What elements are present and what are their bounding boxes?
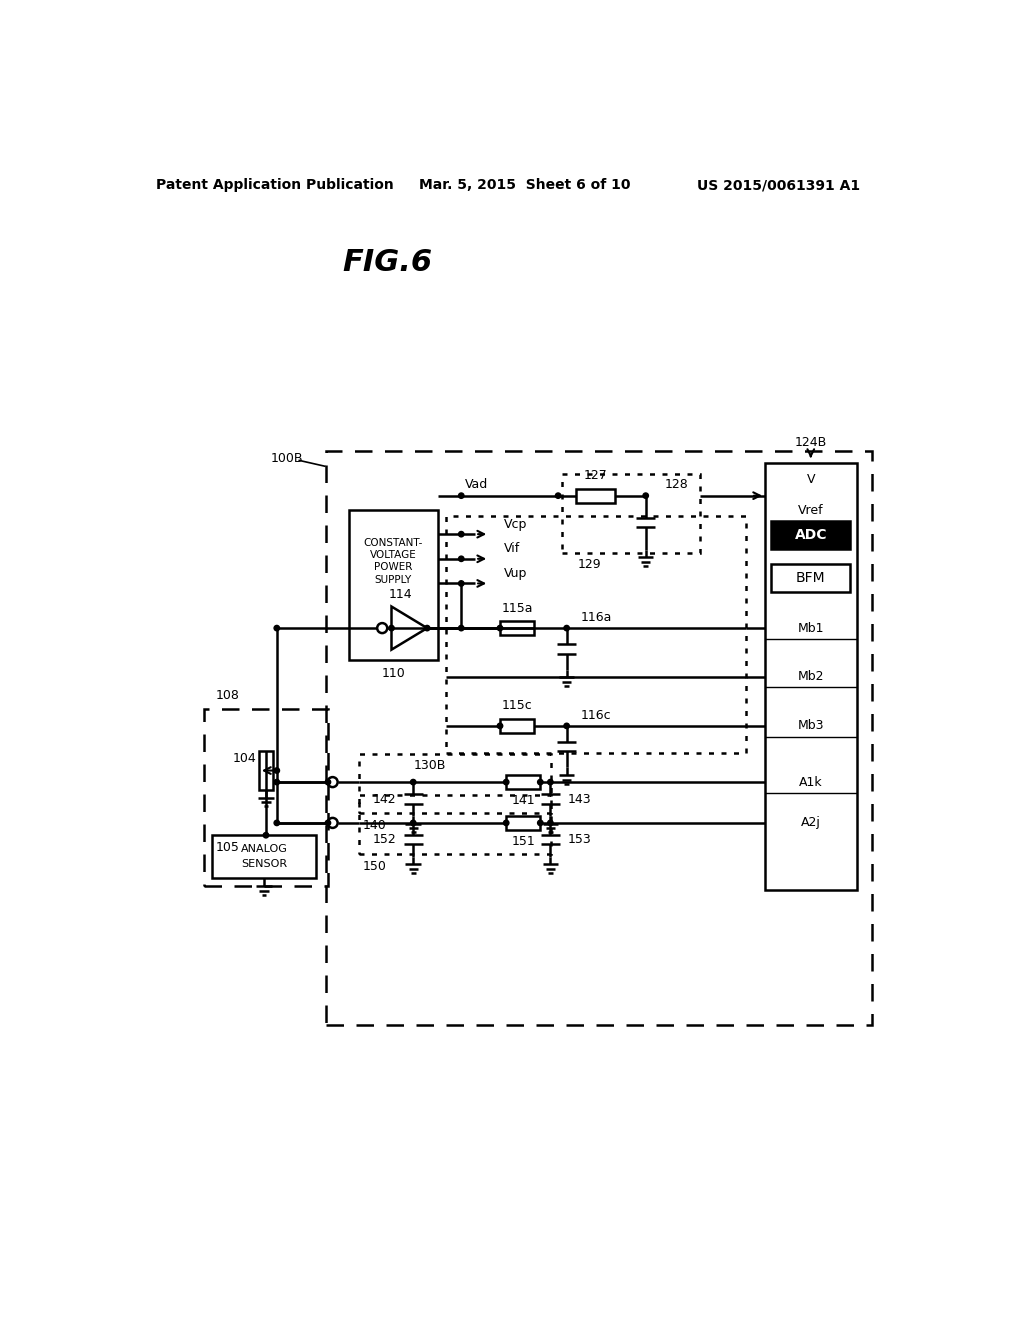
Circle shape	[377, 623, 387, 634]
Text: 128: 128	[665, 478, 688, 491]
Bar	[575, 488, 614, 503]
Bar	[771, 521, 850, 549]
Text: Vcp: Vcp	[504, 517, 527, 531]
Text: 129: 129	[578, 558, 601, 572]
Bar	[500, 719, 535, 733]
Bar	[259, 751, 273, 789]
Text: ANALOG: ANALOG	[241, 843, 288, 854]
Circle shape	[328, 777, 338, 787]
Bar	[765, 462, 856, 890]
Text: 142: 142	[373, 792, 396, 805]
Circle shape	[459, 556, 464, 561]
Bar	[349, 511, 438, 660]
Text: CONSTANT-: CONSTANT-	[364, 537, 423, 548]
Text: A2j: A2j	[801, 816, 820, 829]
Text: Patent Application Publication: Patent Application Publication	[157, 178, 394, 193]
Bar	[771, 564, 850, 591]
Bar	[212, 836, 316, 878]
Circle shape	[274, 626, 280, 631]
Text: 127: 127	[584, 469, 607, 482]
Bar	[326, 451, 872, 1024]
Circle shape	[498, 723, 503, 729]
Text: 105: 105	[216, 841, 240, 854]
Text: Mb2: Mb2	[798, 671, 824, 684]
Circle shape	[411, 779, 416, 785]
Circle shape	[504, 820, 509, 825]
Text: SUPPLY: SUPPLY	[375, 574, 412, 585]
Circle shape	[263, 833, 268, 838]
Bar	[445, 516, 746, 752]
Circle shape	[328, 818, 338, 828]
Circle shape	[274, 820, 280, 825]
Text: FIG.6: FIG.6	[343, 248, 433, 277]
Text: Vif: Vif	[504, 543, 520, 556]
Text: 140: 140	[362, 820, 387, 833]
Circle shape	[459, 532, 464, 537]
Text: 141: 141	[511, 795, 536, 807]
Circle shape	[424, 626, 430, 631]
Circle shape	[459, 581, 464, 586]
Bar	[562, 474, 700, 553]
Text: SENSOR: SENSOR	[241, 859, 287, 870]
Text: 116a: 116a	[581, 611, 612, 624]
Text: 152: 152	[373, 833, 396, 846]
Text: 114: 114	[389, 587, 413, 601]
Text: 116c: 116c	[581, 709, 611, 722]
Bar	[359, 795, 551, 854]
Text: V: V	[807, 473, 815, 486]
Text: 115a: 115a	[502, 602, 534, 615]
Text: 115c: 115c	[502, 700, 532, 713]
Bar	[506, 775, 541, 789]
Text: 104: 104	[232, 752, 256, 766]
Text: BFM: BFM	[796, 572, 825, 585]
Bar	[204, 709, 328, 886]
Text: VOLTAGE: VOLTAGE	[370, 550, 417, 560]
Circle shape	[548, 779, 553, 785]
Text: 130B: 130B	[414, 759, 445, 772]
Text: Mb1: Mb1	[798, 622, 824, 635]
Circle shape	[389, 626, 394, 631]
Circle shape	[538, 820, 543, 825]
Text: Vref: Vref	[798, 504, 823, 517]
Text: 150: 150	[362, 861, 387, 874]
Circle shape	[643, 492, 648, 499]
Text: Mb3: Mb3	[798, 719, 824, 733]
Circle shape	[411, 820, 416, 825]
Bar	[359, 755, 551, 813]
Circle shape	[548, 820, 553, 825]
Circle shape	[504, 779, 509, 785]
Text: 151: 151	[511, 834, 536, 847]
Text: 143: 143	[567, 792, 591, 805]
Circle shape	[326, 779, 331, 785]
Circle shape	[326, 820, 331, 825]
Text: Vup: Vup	[504, 566, 527, 579]
Circle shape	[564, 723, 569, 729]
Text: 153: 153	[567, 833, 591, 846]
Circle shape	[498, 626, 503, 631]
Circle shape	[274, 768, 280, 774]
Text: 108: 108	[216, 689, 240, 702]
Circle shape	[459, 626, 464, 631]
Text: US 2015/0061391 A1: US 2015/0061391 A1	[697, 178, 860, 193]
Circle shape	[564, 626, 569, 631]
Circle shape	[459, 492, 464, 499]
Text: A1k: A1k	[799, 776, 822, 788]
Text: 110: 110	[382, 667, 406, 680]
Text: 124B: 124B	[795, 436, 827, 449]
Text: 100B: 100B	[270, 453, 303, 465]
Text: POWER: POWER	[374, 562, 413, 573]
Circle shape	[555, 492, 561, 499]
Text: Vad: Vad	[465, 478, 488, 491]
Bar	[500, 622, 535, 635]
Circle shape	[274, 779, 280, 785]
Bar	[506, 816, 541, 830]
Circle shape	[538, 779, 543, 785]
Text: Mar. 5, 2015  Sheet 6 of 10: Mar. 5, 2015 Sheet 6 of 10	[419, 178, 631, 193]
Text: ADC: ADC	[795, 528, 827, 543]
